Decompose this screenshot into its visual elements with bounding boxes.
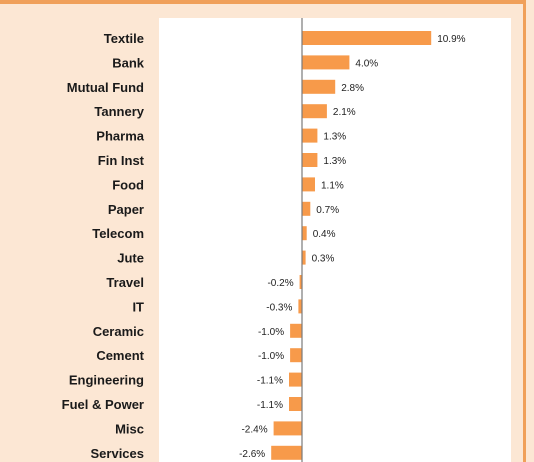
category-label: Pharma [96, 129, 144, 144]
category-label: Cement [96, 348, 144, 363]
value-label: 2.8% [341, 83, 364, 94]
category-label: Fuel & Power [62, 397, 144, 412]
bar-food [302, 177, 315, 192]
bar-travel [299, 275, 302, 289]
value-label: 0.4% [313, 229, 336, 240]
category-label: Travel [106, 275, 144, 290]
category-label: Textile [104, 31, 144, 46]
bar-tannery [302, 104, 327, 119]
category-label: Tannery [94, 104, 144, 119]
value-label: 10.9% [437, 34, 465, 45]
value-label: 0.7% [316, 205, 339, 216]
bar-mutual-fund [302, 79, 336, 94]
category-label: Fin Inst [98, 153, 145, 168]
category-label: Jute [117, 251, 144, 266]
bar-paper [302, 201, 311, 216]
category-label: IT [132, 299, 144, 314]
category-labels-group: Textile Bank Mutual Fund Tannery Pharma Fin I… [62, 31, 145, 461]
value-label: 1.3% [323, 156, 346, 167]
value-label: -0.2% [267, 278, 293, 289]
value-label: -0.3% [266, 302, 292, 313]
bar-pharma [302, 128, 318, 143]
value-label: -1.1% [257, 376, 283, 387]
bar-it [298, 299, 302, 314]
bar-bank [302, 55, 350, 70]
value-label: -2.4% [241, 424, 267, 435]
value-label: 2.1% [333, 107, 356, 118]
value-label: -1.0% [258, 327, 284, 338]
value-label: 4.0% [355, 58, 378, 69]
bar-engineering [289, 372, 302, 387]
category-label: Engineering [69, 373, 144, 388]
value-label: 0.3% [312, 254, 335, 265]
value-label: -2.6% [239, 449, 265, 460]
value-label: -1.1% [257, 400, 283, 411]
category-label: Food [112, 177, 144, 192]
category-label: Mutual Fund [67, 80, 144, 95]
bar-fin-inst [302, 153, 318, 167]
category-label: Ceramic [93, 324, 144, 339]
value-label: -1.0% [258, 351, 284, 362]
category-label: Paper [108, 202, 144, 217]
chart-top-border [0, 0, 526, 4]
bar-services [271, 445, 302, 460]
value-label: 1.1% [321, 180, 344, 191]
category-label: Bank [112, 55, 145, 70]
category-label: Telecom [92, 226, 144, 241]
bar-cement [290, 348, 302, 363]
bar-misc [273, 421, 302, 436]
bar-fuel-power [289, 397, 302, 411]
bar-textile [302, 31, 432, 45]
bar-telecom [302, 226, 307, 241]
bars-group [271, 31, 432, 460]
chart-right-border [523, 0, 526, 462]
category-label: Services [91, 446, 145, 461]
bar-jute [302, 250, 306, 265]
value-labels-group: 10.9% 4.0% 2.8% 2.1% 1.3% 1.3% 1.1% 0.7% 0.4% 0.3… [239, 34, 466, 460]
bar-ceramic [290, 323, 302, 338]
value-label: 1.3% [323, 132, 346, 143]
category-label: Misc [115, 421, 144, 436]
